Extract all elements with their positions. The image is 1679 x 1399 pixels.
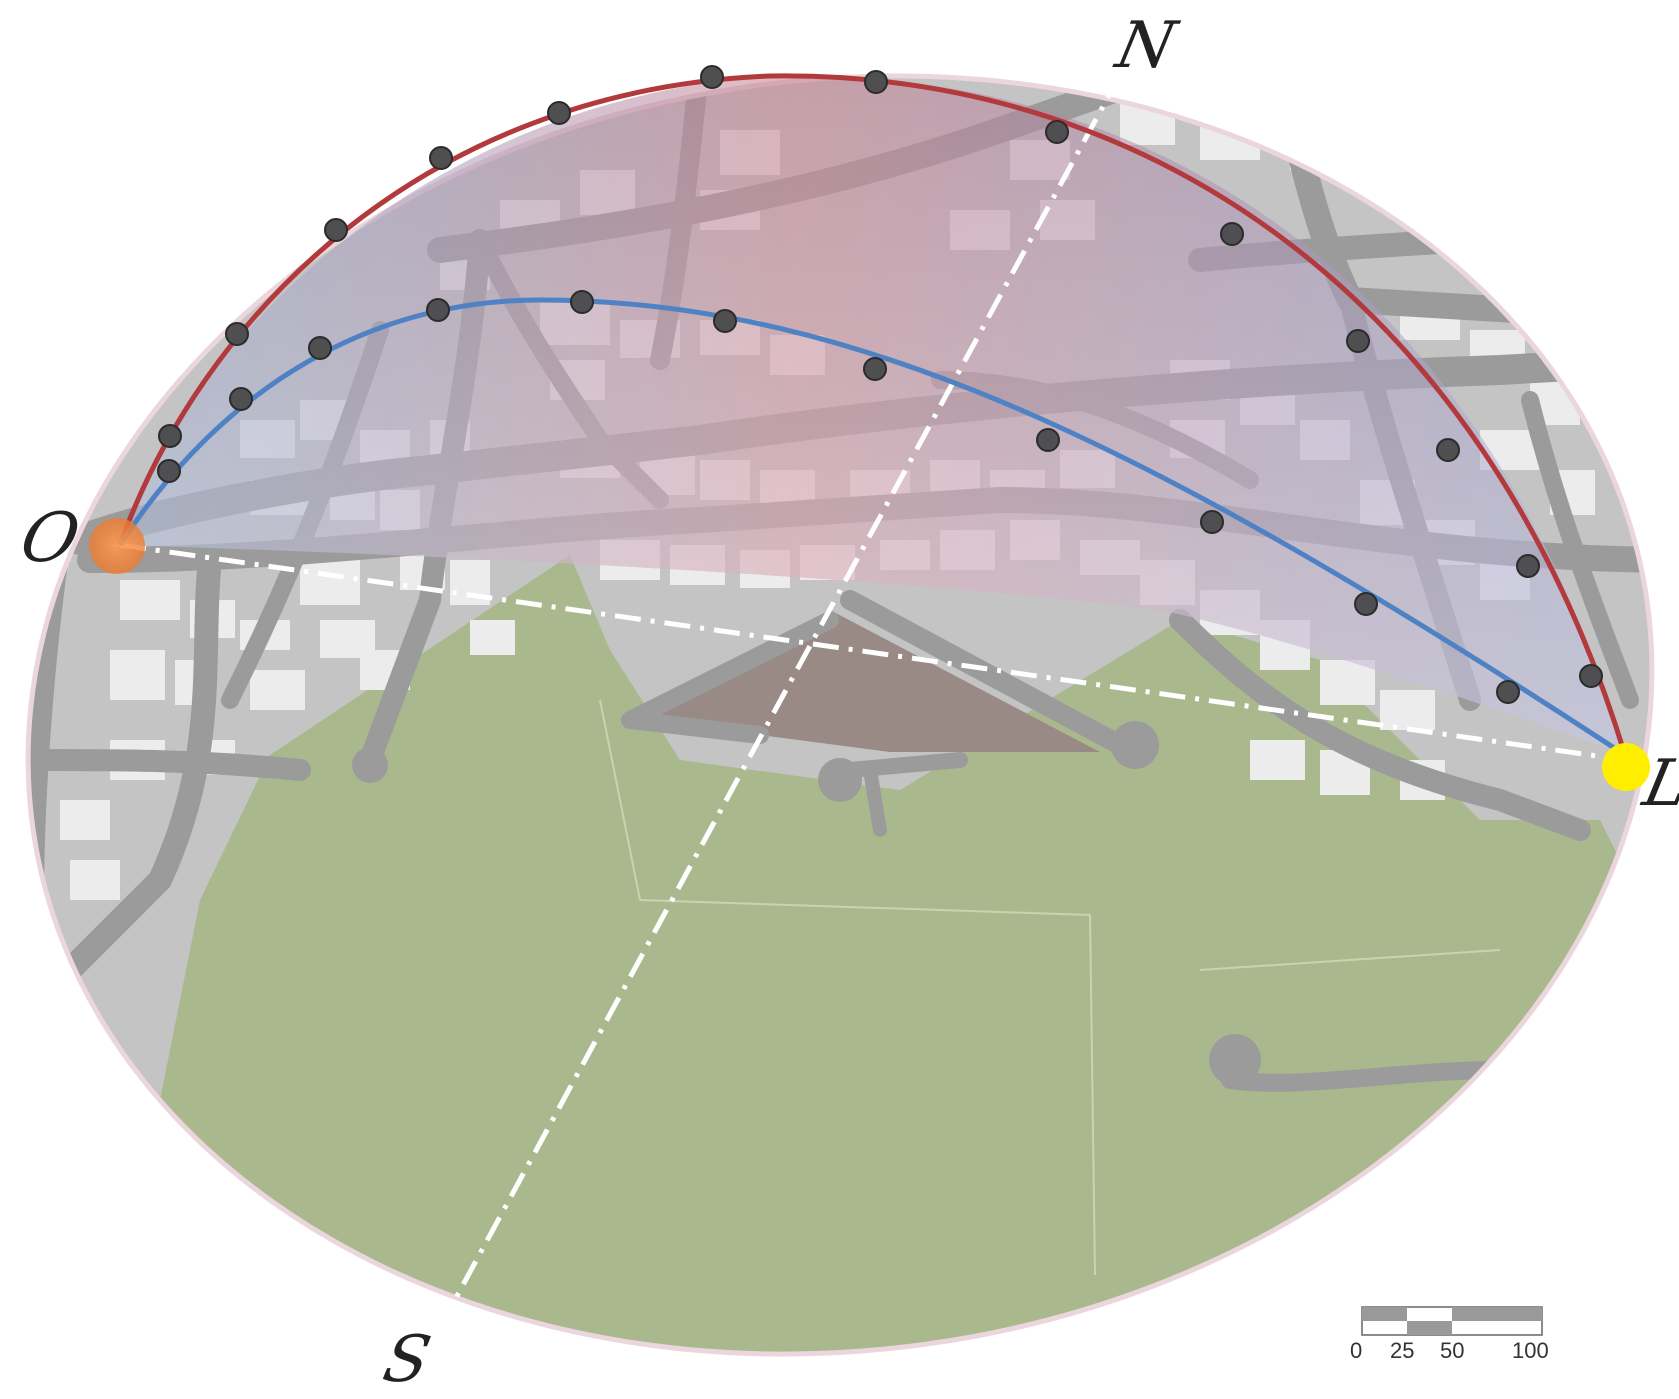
summer-hour-markers xyxy=(158,65,1603,688)
park-texture xyxy=(599,699,1501,1276)
scale-bar xyxy=(1361,1306,1543,1336)
hour-marker xyxy=(1354,592,1378,616)
hour-marker xyxy=(863,357,887,381)
hour-marker xyxy=(1579,664,1603,688)
scale-label: 0 xyxy=(1350,1338,1363,1363)
hour-marker xyxy=(864,70,888,94)
hour-marker xyxy=(308,336,332,360)
hour-marker xyxy=(1220,222,1244,246)
hour-marker xyxy=(158,424,182,448)
hour-marker xyxy=(429,146,453,170)
scale-bar-labels: 0 25 50 100 xyxy=(1345,1338,1585,1370)
hour-marker xyxy=(1045,120,1069,144)
sunrise-marker xyxy=(89,518,145,574)
sunset-marker xyxy=(1602,743,1650,791)
scale-label: 50 xyxy=(1440,1338,1465,1363)
scale-label: 25 xyxy=(1390,1338,1415,1363)
hour-marker xyxy=(324,218,348,242)
hour-marker xyxy=(1036,428,1060,452)
hour-marker xyxy=(225,322,249,346)
north-south-axis xyxy=(442,73,1123,1320)
orientation-axes xyxy=(119,73,1626,1320)
hour-marker xyxy=(1346,329,1370,353)
hour-marker xyxy=(1516,554,1540,578)
hour-marker xyxy=(700,65,724,89)
hour-marker xyxy=(229,387,253,411)
central-plaza xyxy=(620,610,1100,752)
hour-marker xyxy=(713,309,737,333)
hour-marker xyxy=(547,101,571,125)
hour-marker xyxy=(157,459,181,483)
hour-marker xyxy=(1436,438,1460,462)
hour-marker xyxy=(570,290,594,314)
summer-sun-path xyxy=(117,73,1628,756)
east-west-axis xyxy=(119,542,1626,763)
hour-marker xyxy=(1496,680,1520,704)
road-turnarounds xyxy=(352,721,1261,1086)
winter-hour-markers xyxy=(157,290,1520,704)
sun-dome-fade xyxy=(120,75,1625,756)
hour-marker xyxy=(426,298,450,322)
scale-label: 100 xyxy=(1512,1338,1549,1363)
hour-marker xyxy=(1200,510,1224,534)
